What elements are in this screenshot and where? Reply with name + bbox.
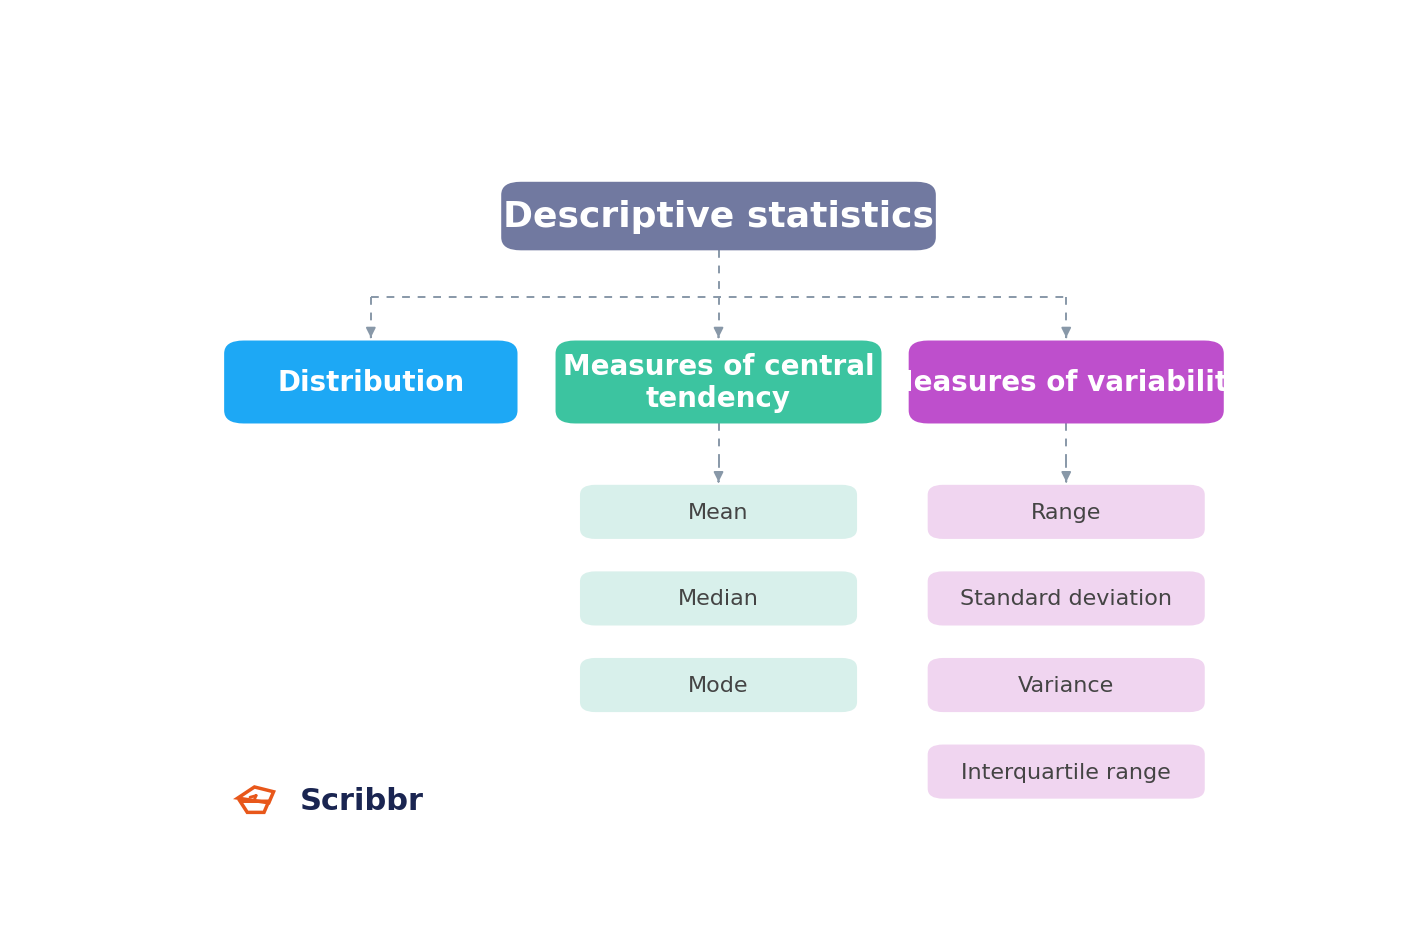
FancyBboxPatch shape [580, 572, 857, 626]
Text: Distribution: Distribution [278, 369, 464, 397]
FancyBboxPatch shape [928, 572, 1204, 626]
Text: Mean: Mean [688, 503, 749, 522]
FancyBboxPatch shape [580, 658, 857, 712]
Text: Standard deviation: Standard deviation [960, 589, 1172, 608]
Text: Range: Range [1030, 503, 1102, 522]
Text: Interquartile range: Interquartile range [962, 762, 1171, 782]
Text: Measures of variability: Measures of variability [886, 369, 1246, 397]
Text: Mode: Mode [688, 675, 749, 695]
FancyBboxPatch shape [224, 341, 517, 424]
Text: Variance: Variance [1018, 675, 1115, 695]
FancyBboxPatch shape [908, 341, 1224, 424]
Text: Median: Median [679, 589, 758, 608]
Text: Descriptive statistics: Descriptive statistics [503, 200, 934, 234]
Text: Measures of central
tendency: Measures of central tendency [562, 353, 875, 413]
FancyBboxPatch shape [580, 485, 857, 539]
Text: Scribbr: Scribbr [300, 786, 425, 815]
FancyBboxPatch shape [928, 485, 1204, 539]
FancyBboxPatch shape [928, 745, 1204, 798]
FancyBboxPatch shape [928, 658, 1204, 712]
FancyBboxPatch shape [502, 183, 937, 251]
FancyBboxPatch shape [555, 341, 882, 424]
